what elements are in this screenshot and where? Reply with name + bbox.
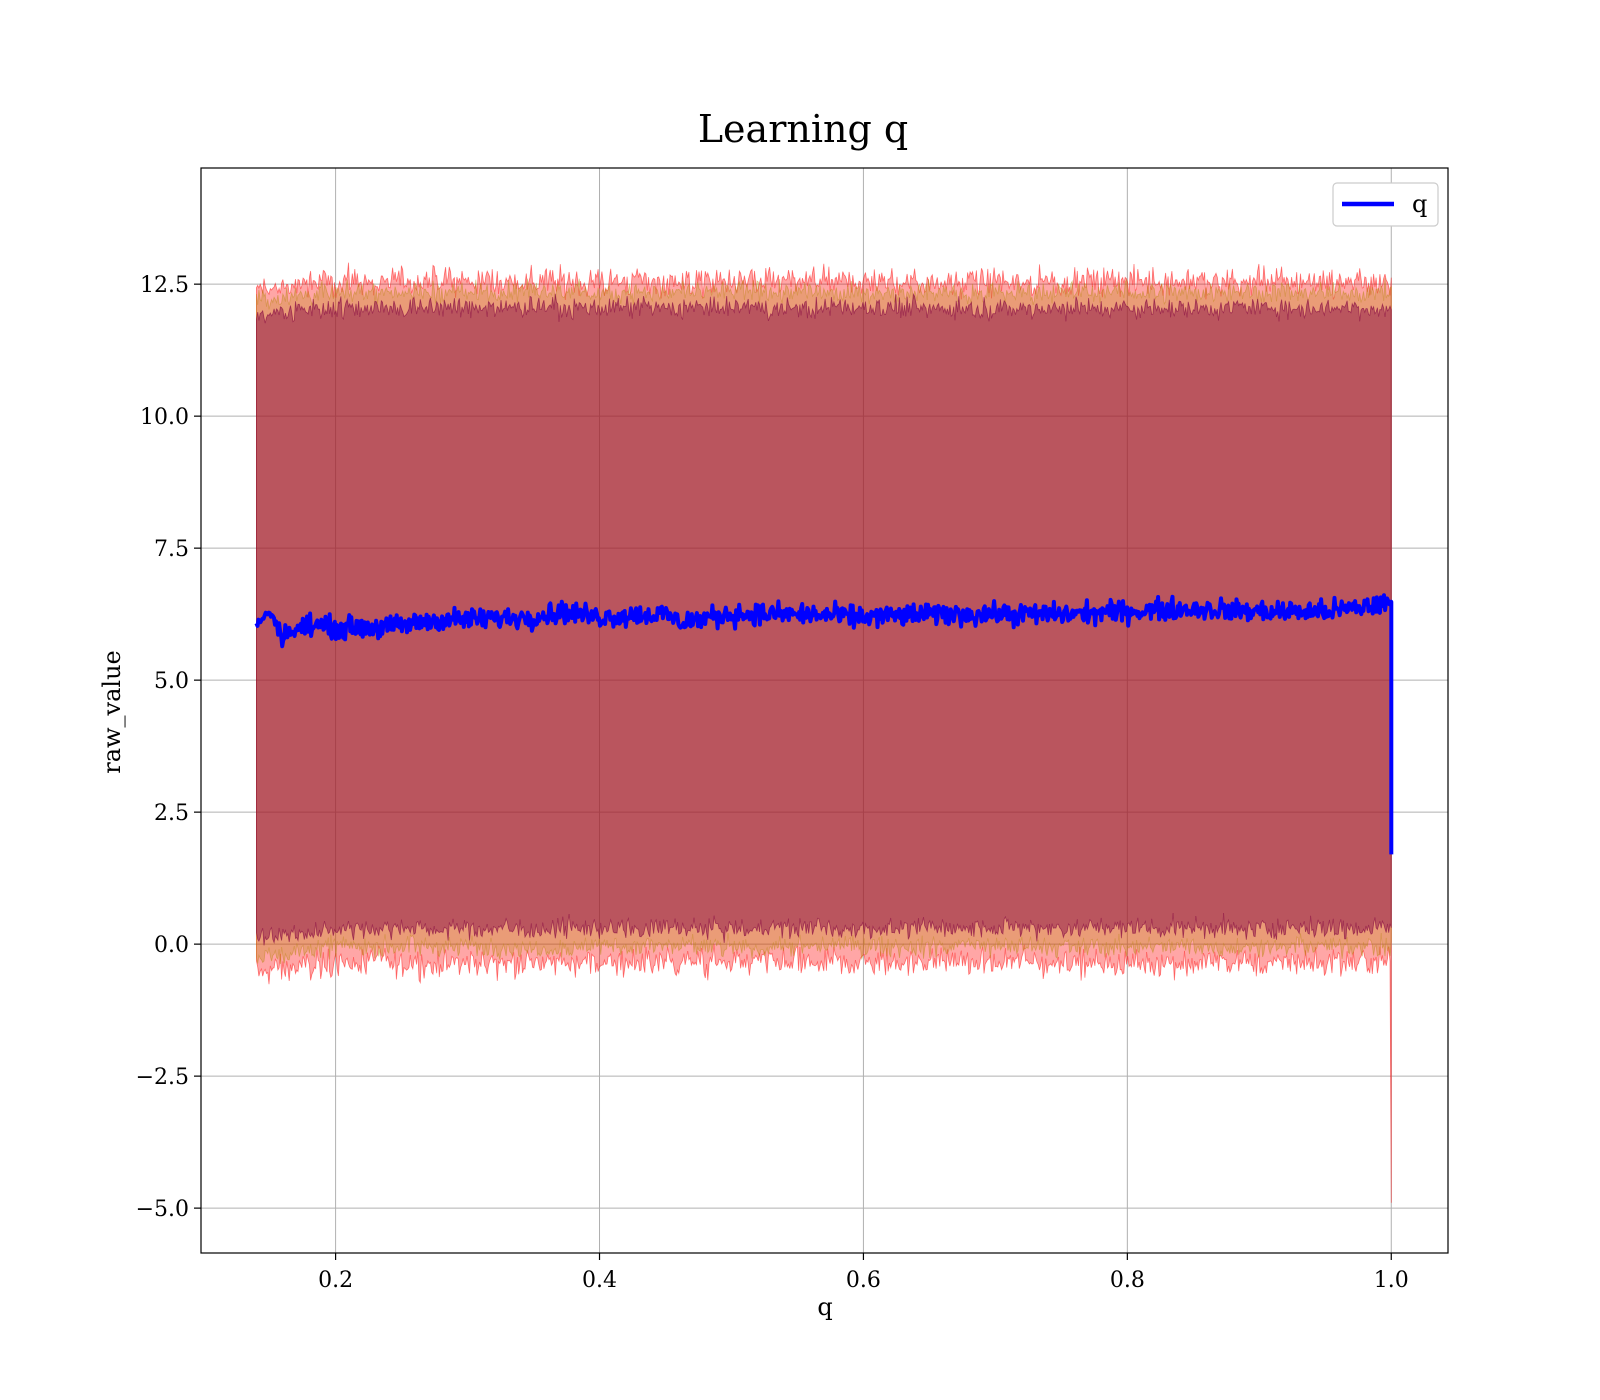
y-tick-label: 0.0 — [154, 933, 189, 958]
x-tick-label: 1.0 — [1374, 1268, 1409, 1293]
band-inner-band — [255, 292, 1392, 946]
y-tick-label: 7.5 — [154, 537, 189, 562]
x-tick-label: 0.2 — [318, 1268, 353, 1293]
x-tick-label: 0.6 — [846, 1268, 881, 1293]
legend-label-q: q — [1412, 190, 1427, 218]
y-axis-title: raw_value — [98, 650, 126, 774]
y-tick-label: 10.0 — [140, 405, 189, 430]
x-tick-label: 0.4 — [582, 1268, 617, 1293]
x-tick-label: 0.8 — [1110, 1268, 1145, 1293]
y-tick-label: 5.0 — [154, 669, 189, 694]
y-tick-label: −5.0 — [136, 1197, 189, 1222]
y-tick-label: −2.5 — [136, 1065, 189, 1090]
y-tick-label: 2.5 — [154, 801, 189, 826]
axes-frame — [200, 167, 1449, 1254]
chart-title: Learning q — [698, 107, 908, 151]
legend: q — [1332, 182, 1439, 227]
series-line-q — [254, 593, 1394, 855]
y-tick-label: 12.5 — [140, 273, 189, 298]
x-axis-title: q — [817, 1293, 832, 1321]
band-outer-band — [255, 262, 1392, 1203]
band-middle-band — [255, 278, 1392, 965]
plot-area: 0.2 0.4 0.6 0.8 1.0 −5.0 −2.5 0.0 2.5 5.0 7.5 10.0 1… — [136, 167, 1449, 1293]
